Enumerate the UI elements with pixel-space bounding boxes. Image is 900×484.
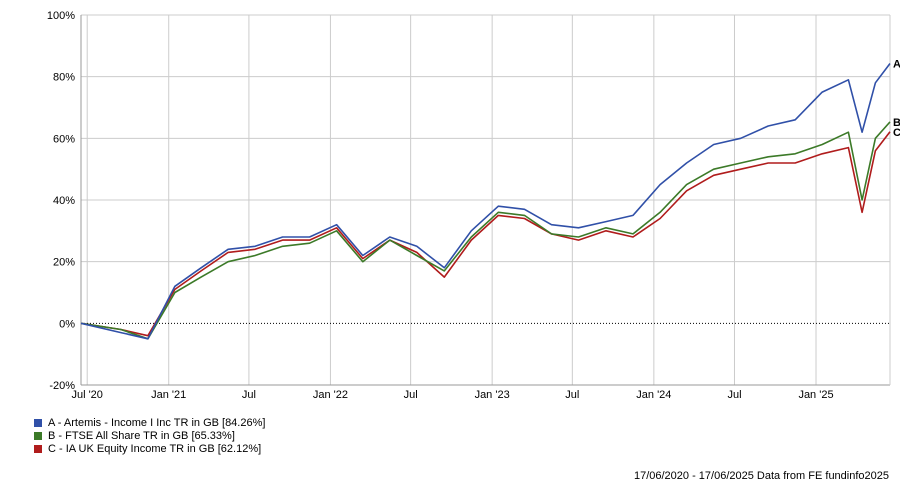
date-range: 17/06/2020 - 17/06/2025 (633, 470, 754, 482)
legend: A - Artemis - Income I Inc TR in GB [84.… (34, 416, 265, 455)
x-tick-label: Jul (242, 389, 256, 401)
x-tick-label: Jan '24 (636, 389, 671, 401)
tick-labels: 100% 80% 60% 40% 20% 0% -20%Jul '20 Jan '21 Jul J… (47, 10, 900, 401)
x-tick-label: Jul (404, 389, 418, 401)
end-label-c: C (893, 127, 900, 139)
legend-swatch-b (34, 431, 42, 440)
end-label-a: A (893, 59, 900, 71)
x-tick-label: Jan '23 (475, 389, 510, 401)
x-tick-label: Jul (727, 389, 741, 401)
legend-label-b: B - FTSE All Share TR in GB [65.33%] (48, 429, 235, 442)
legend-swatch-a (34, 418, 42, 427)
y-tick-label: 20% (53, 257, 75, 269)
y-tick-label: 80% (53, 72, 75, 84)
footer-caption: 17/06/2020 - 17/06/2025 Data from FE fun… (634, 470, 889, 482)
series-line-a (80, 63, 891, 340)
legend-label-c: C - IA UK Equity Income TR in GB [62.12%… (48, 442, 262, 455)
x-tick-label: Jan '21 (151, 389, 186, 401)
legend-item-a[interactable]: A - Artemis - Income I Inc TR in GB [84.… (34, 416, 265, 429)
legend-item-c[interactable]: C - IA UK Equity Income TR in GB [62.12%… (34, 442, 265, 455)
legend-swatch-c (34, 444, 42, 453)
y-tick-label: 100% (47, 10, 75, 22)
series-line-b (80, 121, 891, 340)
x-tick-label: Jan '22 (313, 389, 348, 401)
x-tick-label: Jul (565, 389, 579, 401)
grid-lines (81, 14, 890, 385)
legend-label-a: A - Artemis - Income I Inc TR in GB [84.… (48, 416, 266, 429)
x-tick-label: Jan '25 (798, 389, 833, 401)
end-label-b: B (893, 117, 900, 129)
legend-item-b[interactable]: B - FTSE All Share TR in GB [65.33%] (34, 429, 265, 442)
x-tick-label: Jul '20 (71, 389, 102, 401)
y-tick-label: 0% (59, 318, 75, 330)
series-line-c (80, 131, 891, 337)
series-lines (80, 63, 891, 340)
y-tick-label: 40% (53, 195, 75, 207)
y-tick-label: -20% (49, 380, 75, 392)
y-tick-label: 60% (53, 133, 75, 145)
data-source: Data from FE fundinfo2025 (756, 470, 889, 482)
